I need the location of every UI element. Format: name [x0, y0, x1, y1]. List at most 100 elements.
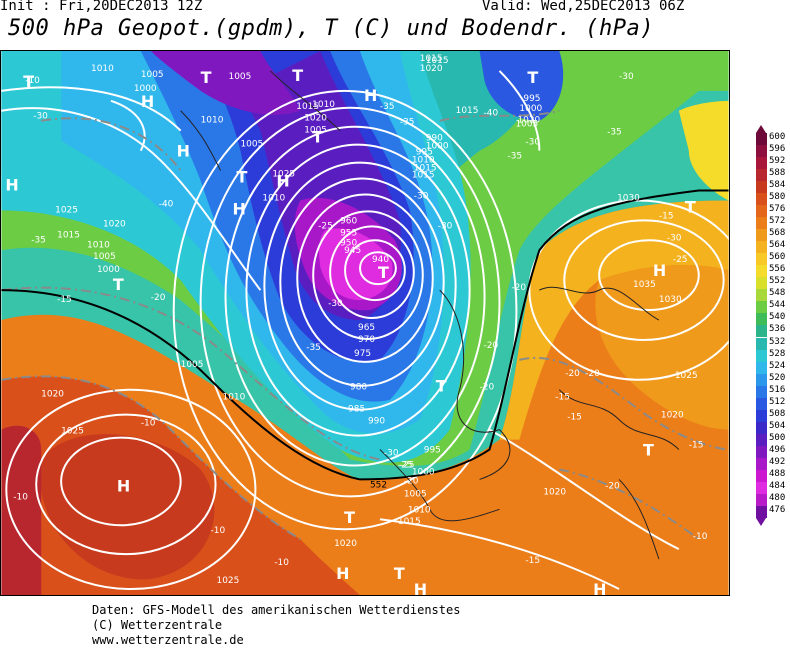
field-north-purple: [150, 51, 301, 115]
colorbar-label: 532: [769, 336, 786, 347]
init-time: Init : Fri,20DEC2013 12Z: [0, 0, 203, 14]
coastlines: [180, 70, 680, 560]
colorbar-bottom-arrow: [756, 517, 766, 526]
geopot-label: 552: [370, 480, 387, 490]
isotherms: [1, 109, 729, 541]
temperature-labels: -30 -35 -40 -35 -30 -35 -40 -30 -35 -35 …: [13, 72, 707, 568]
pressure-label: 1020: [103, 219, 126, 229]
high-center: H: [593, 580, 606, 596]
colorbar-label: 512: [769, 396, 786, 407]
pressure-label: 1010: [223, 393, 246, 403]
pressure-label: 1010: [201, 116, 224, 126]
high-center: H: [5, 175, 18, 194]
pressure-label: 1020: [661, 411, 684, 421]
pressure-label: 995: [523, 94, 540, 104]
colorbar-label: 584: [769, 180, 786, 191]
field-yellow: [499, 200, 729, 440]
pressure-label: 1010: [87, 240, 110, 250]
pressure-label: 1020: [517, 116, 540, 126]
temperature-label: -15: [525, 556, 540, 566]
pressure-label: 1020: [420, 64, 443, 74]
colorbar-label: 476: [769, 504, 786, 515]
low-center: T: [394, 564, 405, 583]
pressure-label: 1015: [57, 230, 80, 240]
temperature-label: -40: [159, 199, 174, 209]
pressure-label: 985: [348, 405, 365, 415]
footer-data-source: Daten: GFS-Modell des amerikanischen Wet…: [92, 603, 461, 617]
pressure-label: 975: [354, 349, 371, 359]
pressure-label: 1010: [412, 156, 435, 166]
high-center: H: [232, 199, 245, 218]
footer-website: www.wetterzentrale.de: [92, 633, 244, 647]
temperature-label: -30: [619, 72, 634, 82]
colorbar-swatch: [756, 361, 767, 374]
pressure-label: 980: [350, 383, 367, 393]
pressure-label: 1000: [519, 104, 542, 114]
pressure-label: 1020: [543, 487, 566, 497]
pressure-label: 995: [416, 148, 433, 158]
colorbar-label: 580: [769, 192, 786, 203]
colorbar-label: 552: [769, 276, 786, 287]
temperature-label: -20: [484, 341, 499, 351]
colorbar-label: 504: [769, 420, 786, 431]
temperature-label: -20: [605, 481, 620, 491]
pressure-label: 1025: [272, 170, 295, 180]
pressure-label: 1015: [414, 164, 437, 174]
temperature-label: -10: [25, 76, 40, 86]
footer: Daten: GFS-Modell des amerikanischen Wet…: [92, 603, 460, 648]
colorbar-swatch: [756, 373, 767, 386]
colorbar-swatch: [756, 241, 767, 254]
high-center: H: [414, 580, 427, 596]
colorbar-label: 576: [769, 204, 786, 215]
high-center: H: [653, 261, 666, 280]
colorbar-swatch: [756, 445, 767, 458]
colorbar-swatch: [756, 253, 767, 266]
colorbar-swatch: [756, 169, 767, 182]
pressure-label: 1005: [141, 70, 164, 80]
pressure-label: 1025: [55, 205, 78, 215]
temperature-label: -10: [211, 526, 226, 536]
low-center: T: [236, 168, 247, 187]
temperature-label: -10: [13, 492, 28, 502]
low-center: T: [378, 263, 389, 282]
temperature-label: -10: [693, 532, 708, 542]
pressure-label: 1025: [217, 576, 240, 586]
temperature-label: -40: [484, 109, 499, 119]
temperature-label: -25: [400, 460, 415, 470]
colorbar-swatch: [756, 337, 767, 350]
colorbar-swatch: [756, 397, 767, 410]
pressure-label: 1010: [312, 100, 335, 110]
colorbar-swatch: [756, 349, 767, 362]
low-center: T: [201, 68, 212, 87]
temperature-label: -30: [414, 191, 429, 201]
low-center: T: [23, 72, 34, 91]
low-center: T: [113, 275, 124, 294]
pressure-label: 1010: [262, 193, 285, 203]
pressure-label: 1005: [404, 489, 427, 499]
temperature-label: -10: [141, 419, 156, 429]
low-center: T: [292, 66, 303, 85]
pressure-label: 990: [368, 417, 385, 427]
colorbar-label: 572: [769, 216, 786, 227]
temperature-label: -15: [689, 441, 704, 451]
colorbar-top-arrow: [756, 125, 766, 133]
pressure-label: 1000: [134, 84, 157, 94]
pressure-label: 1020: [41, 390, 64, 400]
temperature-label: -20: [585, 369, 600, 379]
temperature-label: -30: [667, 233, 682, 243]
temperature-label: -20: [511, 283, 526, 293]
temperature-label: -20: [480, 383, 495, 393]
colorbar-swatch: [756, 145, 767, 158]
field-darkred: [1, 425, 42, 595]
colorbar-swatch: [756, 181, 767, 194]
colorbar-label: 524: [769, 360, 786, 371]
colorbar-label: 508: [769, 408, 786, 419]
temperature-label: -35: [507, 152, 522, 162]
colorbar-label: 520: [769, 372, 786, 383]
low-center: T: [312, 128, 323, 147]
field-northeast-blue: [479, 51, 564, 121]
temperature-label: -30: [438, 221, 453, 231]
colorbar-label: 480: [769, 492, 786, 503]
colorbar-label: 500: [769, 432, 786, 443]
pressure-label: 1015: [420, 54, 443, 64]
